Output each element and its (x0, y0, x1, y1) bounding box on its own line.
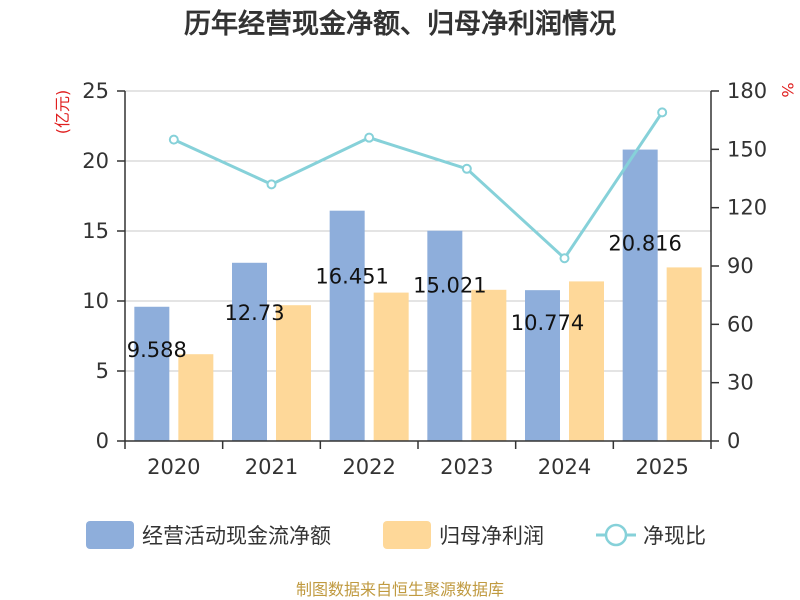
bars (134, 149, 702, 442)
cashflow-bar (525, 290, 560, 441)
right-axis-tick-label: 90 (727, 254, 754, 278)
left-axis-tick-label: 5 (96, 359, 109, 383)
net-profit-bar (178, 354, 214, 441)
left-axis-tick-label: 0 (96, 429, 109, 453)
bar-data-label: 12.73 (224, 301, 284, 325)
ratio-point (168, 134, 179, 145)
left-axis-tick-label: 20 (82, 149, 109, 173)
cashflow-bar (622, 149, 658, 442)
legend-item-net-profit: 归母净利润 (383, 521, 544, 549)
bar-data-label: 20.816 (608, 232, 681, 256)
x-axis-tick-label: 2021 (245, 455, 298, 479)
ratio-line (173, 111, 664, 261)
source-note: 制图数据来自恒生聚源数据库 (296, 580, 504, 599)
right-axis-tick-label: 60 (727, 312, 754, 336)
ratio-point (266, 179, 277, 190)
right-axis-tick-label: 120 (727, 196, 767, 220)
bar-data-label: 15.021 (413, 274, 486, 298)
ratio-line-series (168, 107, 668, 264)
net-profit-bar (373, 292, 409, 441)
chart-title: 历年经营现金净额、归母净利润情况 (184, 8, 616, 40)
ratio-point (559, 253, 570, 264)
left-axis-tick-label: 25 (82, 79, 109, 103)
cashflow-bar (134, 306, 170, 441)
left-axis-tick-label: 15 (82, 219, 109, 243)
legend-label: 净现比 (643, 524, 706, 548)
x-axis-tick-label: 2025 (635, 455, 688, 479)
bar-data-label: 10.774 (511, 311, 584, 335)
bar-data-label: 16.451 (315, 265, 388, 289)
x-axis-tick-label: 2020 (147, 455, 200, 479)
data-labels: 9.588 12.73 16.451 15.021 10.774 20.816 (127, 232, 682, 362)
legend-swatch (383, 521, 431, 549)
x-axis-tick-label: 2024 (538, 455, 591, 479)
bar-data-label: 9.588 (127, 338, 187, 362)
ratio-point (657, 107, 668, 118)
right-axis-tick-label: 150 (727, 137, 767, 161)
cashflow-bar (232, 262, 267, 441)
right-axis-tick-label: 0 (727, 429, 740, 453)
legend-swatch-marker (604, 523, 628, 547)
legend: 经营活动现金流净额 归母净利润 净现比 (86, 521, 706, 549)
left-axis-unit: (亿元) (53, 90, 72, 135)
legend-item-ratio: 净现比 (596, 523, 706, 548)
x-axis-tick-label: 2023 (440, 455, 493, 479)
legend-item-cashflow: 经营活动现金流净额 (86, 521, 331, 549)
legend-label: 归母净利润 (439, 524, 544, 548)
left-axis-tick-label: 10 (82, 289, 109, 313)
net-profit-bar (569, 281, 604, 441)
net-profit-bar (666, 267, 702, 441)
ratio-point (461, 163, 472, 174)
legend-label: 经营活动现金流净额 (142, 524, 331, 548)
right-axis-tick-label: 30 (727, 371, 754, 395)
x-axis-tick-label: 2022 (342, 455, 395, 479)
cashflow-bar (427, 230, 463, 441)
legend-swatch (86, 521, 134, 549)
net-profit-bar (471, 289, 507, 441)
net-profit-bar (276, 305, 311, 441)
ratio-point (364, 132, 375, 143)
cashflow-bar (329, 210, 365, 441)
right-axis-unit: % (778, 82, 797, 97)
right-axis-tick-label: 180 (727, 79, 767, 103)
